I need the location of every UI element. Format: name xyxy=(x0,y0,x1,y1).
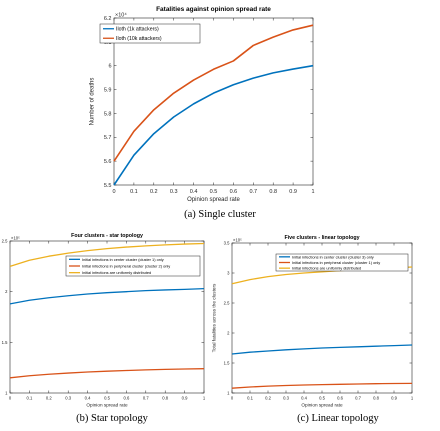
x-tick-label: 0.9 xyxy=(182,396,188,401)
legend-label: Initial infections in center cluster (cl… xyxy=(292,254,374,259)
x-tick-label: 0.3 xyxy=(65,396,71,401)
x-tick-label: 0.4 xyxy=(190,189,198,195)
chart-c: 0 0.1 0.2 0.3 0.4 0.5 0.6 0.7 0.8 0.9 1 1 1.5 2 2.5 3 3.… xyxy=(211,235,413,407)
legend-label: Initial infections are uniformly distrib… xyxy=(292,266,361,271)
y-axis-label: Number of deaths xyxy=(90,78,96,126)
x-tick-label: 0.3 xyxy=(170,189,178,195)
y-tick-label: 2.5 xyxy=(224,300,230,305)
x-tick-label: 0.9 xyxy=(391,396,397,401)
y-tick-label: 1.5 xyxy=(2,340,8,345)
x-tick-label: 0.7 xyxy=(249,189,257,195)
legend-label: Iloth (1k attackers) xyxy=(116,27,159,33)
y-tick-label: 2.5 xyxy=(2,238,8,243)
y-tick-label: 3.5 xyxy=(224,240,230,245)
x-tick-label: 0.5 xyxy=(210,189,218,195)
y-tick-label: 5.6 xyxy=(104,159,112,165)
chart-a: 0 0.1 0.2 0.3 0.4 0.5 0.6 0.7 0.8 0.9 1 5.5 5.6 5.7 5.… xyxy=(90,6,315,203)
legend-label: Initial infections in peripheral cluster… xyxy=(82,263,170,268)
x-tick-label: 0.1 xyxy=(130,189,138,195)
y-tick-label: 1.5 xyxy=(224,360,230,365)
y-tick-label: 6.2 xyxy=(104,16,112,22)
x-tick-label: 0.4 xyxy=(85,396,91,401)
x-tick-label: 0.6 xyxy=(230,189,238,195)
x-tick-label: 0.5 xyxy=(319,396,325,401)
legend: Initial infections in center cluster (cl… xyxy=(65,255,201,277)
y-tick-label: 5.7 xyxy=(104,135,112,141)
x-tick-label: 0.2 xyxy=(265,396,271,401)
legend-label: Initial infections in peripheral cluster… xyxy=(292,260,380,265)
legend-label: Iloth (10k attackers) xyxy=(116,36,162,42)
y-tick-label: 5.5 xyxy=(104,183,112,189)
caption-single-cluster: (a) Single cluster xyxy=(184,209,256,220)
x-tick-label: 1 xyxy=(203,396,206,401)
x-axis-label: Opinion spread rate xyxy=(301,402,343,407)
x-tick-label: 0 xyxy=(112,189,115,195)
x-tick-label: 0.3 xyxy=(283,396,289,401)
x-tick-label: 1 xyxy=(411,396,414,401)
y-tick-label: 5.9 xyxy=(104,87,112,93)
x-axis-label: Opinion spread rate xyxy=(187,197,240,203)
chart-title: Four clusters - star topology xyxy=(71,233,143,239)
x-tick-label: 0.6 xyxy=(123,396,129,401)
series-line-1 xyxy=(231,344,413,355)
x-tick-label: 0.5 xyxy=(104,396,110,401)
legend-label: Initial infections in center cluster (cl… xyxy=(82,257,164,262)
x-tick-label: 0.2 xyxy=(150,189,158,195)
x-tick-label: 0.8 xyxy=(373,396,379,401)
x-tick-label: 0.7 xyxy=(143,396,149,401)
x-tick-label: 0 xyxy=(231,396,234,401)
series-line-1 xyxy=(113,64,314,186)
x-tick-label: 0.8 xyxy=(269,189,277,195)
chart-b: 0 0.1 0.2 0.3 0.4 0.5 0.6 0.7 0.8 0.9 1 1 1.5 2 2.5×10… xyxy=(2,233,206,407)
x-tick-label: 0.2 xyxy=(46,396,52,401)
caption-star-topology: (b) Star topology xyxy=(76,413,148,424)
series-line-2 xyxy=(9,368,205,379)
y-exponent-label: ×10⁵ xyxy=(233,238,242,243)
x-tick-label: 0 xyxy=(9,396,12,401)
x-tick-label: 0.4 xyxy=(301,396,307,401)
legend-box xyxy=(99,23,201,44)
chart-title: Fatalities against opinion spread rate xyxy=(156,6,271,13)
x-tick-label: 0.9 xyxy=(289,189,297,195)
y-tick-label: 1 xyxy=(227,390,230,395)
x-tick-label: 0.1 xyxy=(26,396,32,401)
x-tick-label: 0.1 xyxy=(247,396,253,401)
legend: Initial infections in center cluster (cl… xyxy=(275,253,409,272)
series-line-2 xyxy=(231,382,413,389)
legend-box xyxy=(275,253,409,272)
caption-linear-topology: (c) Linear topology xyxy=(297,413,379,424)
series-line-3 xyxy=(9,242,205,267)
y-tick-label: 1 xyxy=(5,390,8,395)
legend-box xyxy=(65,255,201,277)
x-tick-label: 0.7 xyxy=(355,396,361,401)
y-exponent-label: ×10⁴ xyxy=(115,12,127,19)
series-line-2 xyxy=(113,24,314,162)
y-tick-label: 3 xyxy=(227,270,230,275)
series-line-1 xyxy=(9,287,205,305)
x-tick-label: 0.6 xyxy=(337,396,343,401)
y-tick-label: 2 xyxy=(5,289,8,294)
y-exponent-label: ×10⁵ xyxy=(11,236,20,241)
y-tick-label: 6 xyxy=(108,64,111,70)
axes-box xyxy=(113,17,314,186)
chart-title: Five clusters - linear topology xyxy=(284,235,359,241)
y-axis-label: Total fatalities across the clusters xyxy=(211,283,216,352)
legend-label: Initial infections are uniformly distrib… xyxy=(82,270,151,275)
x-axis-label: Opinion spread rate xyxy=(86,402,128,407)
y-tick-label: 5.8 xyxy=(104,111,112,117)
x-tick-label: 0.8 xyxy=(162,396,168,401)
y-tick-label: 2 xyxy=(227,330,230,335)
legend: Iloth (1k attackers) Iloth (10k attackers… xyxy=(99,23,201,44)
x-tick-label: 1 xyxy=(311,189,314,195)
